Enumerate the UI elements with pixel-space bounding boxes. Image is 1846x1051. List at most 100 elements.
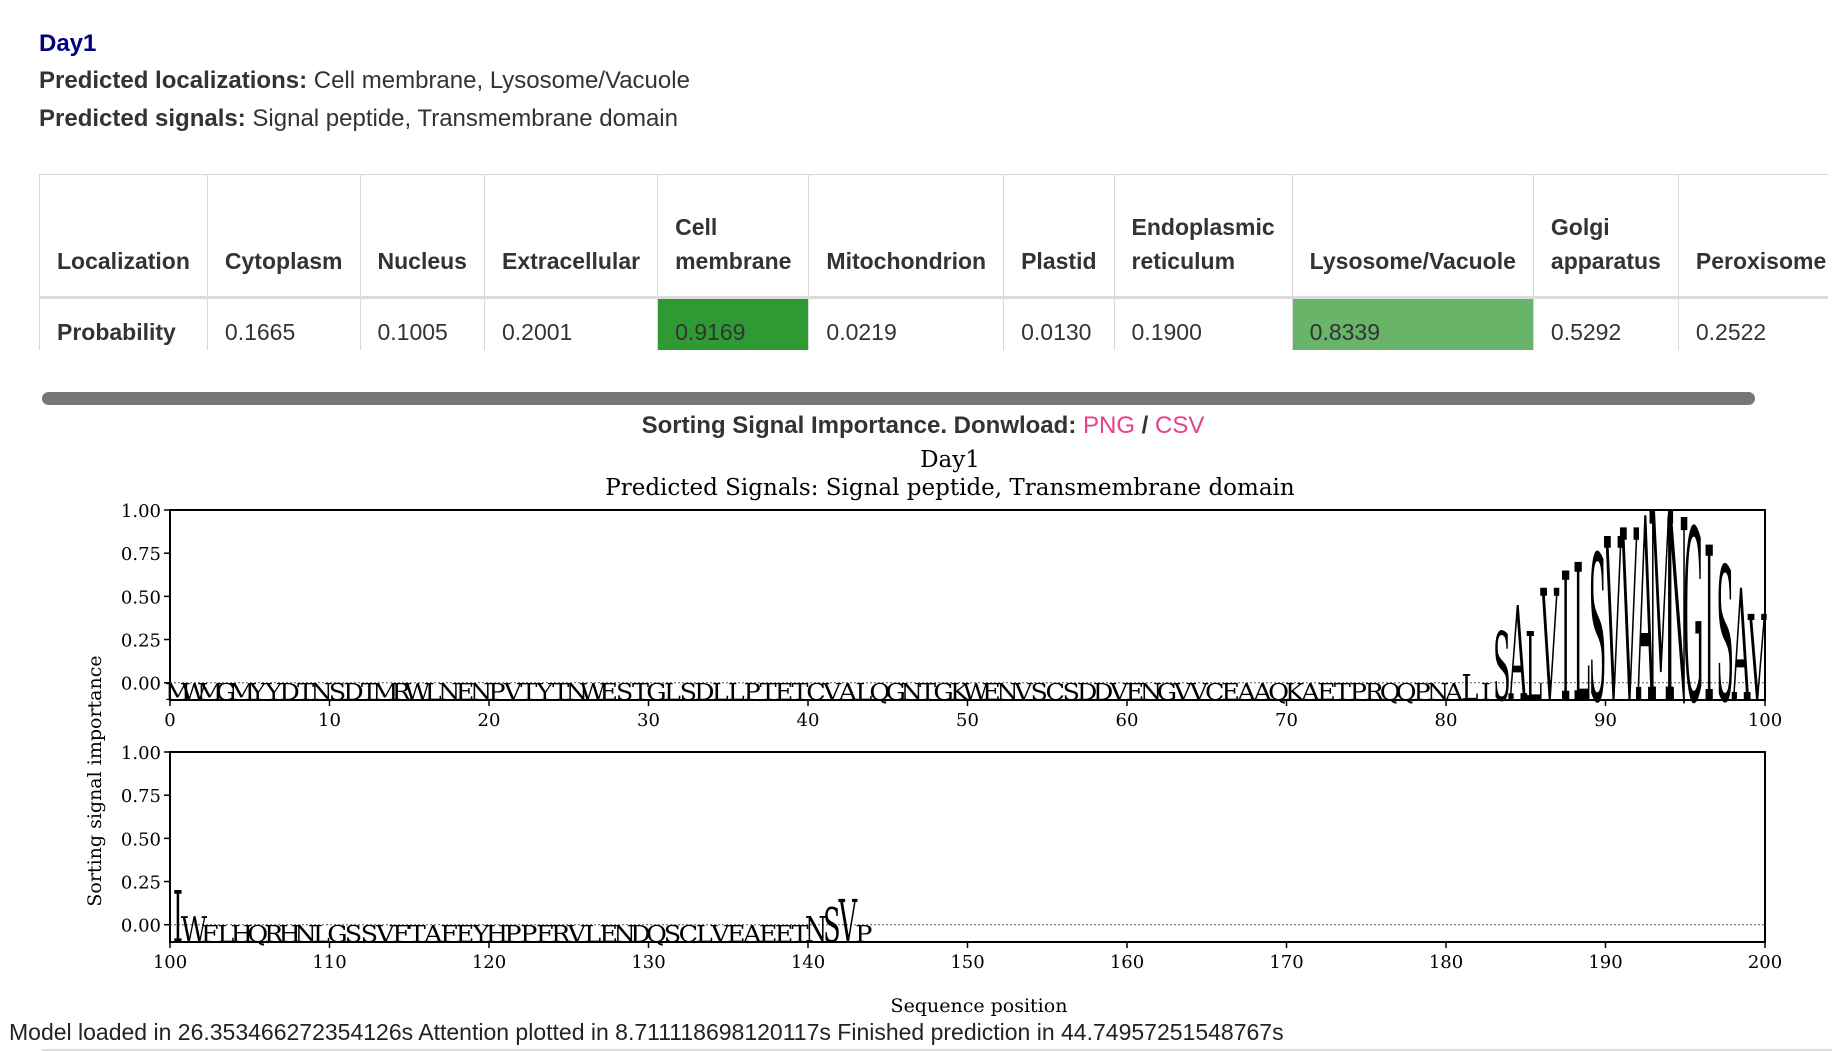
horizontal-scrollbar[interactable] bbox=[42, 392, 1755, 405]
table-col-header-line: Nucleus bbox=[377, 248, 467, 274]
x-tick-label: 100 bbox=[1748, 710, 1782, 731]
logo-letter: L bbox=[425, 678, 442, 706]
table-cell-probability: 0.0219 bbox=[808, 297, 1005, 350]
x-tick-label: 140 bbox=[791, 952, 825, 973]
logo-letter: A bbox=[1636, 466, 1655, 760]
table-cell-probability: 0.5292 bbox=[1532, 297, 1679, 350]
download-separator: / bbox=[1141, 412, 1149, 439]
x-tick-label: 160 bbox=[1110, 952, 1144, 973]
download-csv-link[interactable]: CSV bbox=[1155, 412, 1205, 439]
logo-letter: L bbox=[1573, 525, 1590, 745]
logo-letter: L bbox=[584, 920, 601, 948]
logo-letter: I bbox=[173, 875, 183, 959]
logo-letter: V bbox=[838, 887, 858, 956]
x-tick-label: 150 bbox=[950, 952, 984, 973]
table-col-header-line: Mitochondrion bbox=[826, 248, 987, 274]
logo-letter: T bbox=[1334, 678, 1352, 706]
x-tick-label: 130 bbox=[631, 952, 665, 973]
logo-letter: A bbox=[423, 920, 444, 948]
logo-letter: N bbox=[1140, 678, 1162, 706]
predicted-signals: Predicted signals: Signal peptide, Trans… bbox=[39, 105, 678, 133]
logo-letter: V bbox=[1604, 491, 1623, 754]
logo-letter: S bbox=[1589, 513, 1606, 747]
logo-letter: S bbox=[616, 678, 633, 706]
logo-letter: S bbox=[345, 920, 362, 948]
logo-letter: L bbox=[1461, 668, 1478, 709]
table-col-header-line: Extracellular bbox=[501, 248, 641, 274]
logo-letter: T bbox=[919, 678, 937, 706]
logo-letter: N bbox=[805, 910, 827, 951]
logo-letter: L bbox=[1525, 614, 1542, 723]
logo-letter: D bbox=[630, 920, 650, 948]
table-cell-probability: 0.1900 bbox=[1113, 297, 1293, 350]
y-tick-label: 0.25 bbox=[121, 631, 161, 652]
table-col-header: Cytoplasm bbox=[206, 174, 361, 299]
logo-letter: N bbox=[566, 678, 588, 706]
probability-table-container[interactable]: Localization Cytoplasm Nucleus Extracellul… bbox=[39, 174, 1828, 350]
bottom-divider bbox=[42, 1049, 1832, 1051]
logo-letter: D bbox=[279, 678, 299, 706]
table-header-row: Localization Cytoplasm Nucleus Extracellul… bbox=[39, 174, 1828, 299]
table-col-header: Golgi apparatus bbox=[1532, 174, 1679, 299]
probability-table: Localization Cytoplasm Nucleus Extracellul… bbox=[39, 174, 1828, 350]
logo-letter: S bbox=[1716, 530, 1733, 744]
x-tick-label: 60 bbox=[1116, 710, 1139, 731]
logo-letter: V bbox=[566, 920, 587, 948]
logo-letter: E bbox=[775, 920, 794, 948]
x-axis-label: Sequence position bbox=[891, 995, 1068, 1017]
table-col-header: Cell membrane bbox=[657, 174, 810, 299]
y-tick-label: 0.00 bbox=[121, 916, 161, 937]
logo-letter: L bbox=[712, 678, 729, 706]
logo-letter: S bbox=[823, 898, 840, 953]
x-tick-label: 40 bbox=[797, 710, 820, 731]
logo-letter: P bbox=[1413, 678, 1430, 706]
signals-value: Signal peptide, Transmembrane domain bbox=[252, 105, 678, 132]
download-label: Sorting Signal Importance. Donwload: bbox=[641, 412, 1077, 439]
logo-letter: V bbox=[1189, 678, 1210, 706]
logo-letter: F bbox=[201, 920, 219, 948]
logo-letter: E bbox=[775, 678, 794, 706]
download-png-link[interactable]: PNG bbox=[1082, 412, 1135, 439]
x-tick-label: 50 bbox=[956, 710, 979, 731]
logo-letter: V bbox=[503, 678, 524, 706]
table-col-header: Plastid bbox=[1003, 174, 1115, 299]
logo-letter: S bbox=[1031, 678, 1048, 706]
logo-letter: L bbox=[855, 678, 872, 706]
logo-letter: S bbox=[1062, 678, 1079, 706]
logo-letter: S bbox=[1493, 614, 1510, 723]
logo-letter: F bbox=[392, 920, 410, 948]
logo-letter: A bbox=[1300, 678, 1321, 706]
x-tick-label: 90 bbox=[1594, 710, 1617, 731]
logo-letter: S bbox=[664, 920, 681, 948]
signals-label: Predicted signals: bbox=[39, 105, 246, 132]
logo-letter: T bbox=[409, 920, 427, 948]
logo-letter: T bbox=[297, 678, 315, 706]
y-tick-label: 1.00 bbox=[121, 501, 161, 522]
logo-letter: L bbox=[313, 920, 330, 948]
logo-letter: S bbox=[361, 920, 378, 948]
logo-letter: N bbox=[310, 678, 332, 706]
table-col-header: Nucleus bbox=[359, 174, 485, 299]
logo-letter: W bbox=[181, 910, 207, 951]
logo-letter: N bbox=[1666, 468, 1688, 761]
logo-letter: T bbox=[520, 678, 538, 706]
table-col-header-line: Golgi bbox=[1550, 214, 1610, 240]
logo-letter: W bbox=[580, 678, 607, 706]
x-tick-label: 30 bbox=[637, 710, 660, 731]
logo-letter: K bbox=[950, 678, 970, 706]
y-tick-label: 0.50 bbox=[121, 829, 161, 850]
logo-letter: G bbox=[1683, 481, 1703, 757]
x-tick-label: 110 bbox=[312, 952, 346, 973]
logo-letter: G bbox=[216, 678, 236, 706]
logo-letter: M bbox=[372, 678, 398, 706]
logo-letter: A bbox=[742, 920, 763, 948]
logo-letter: T bbox=[792, 920, 810, 948]
table-col-header-line: Plastid bbox=[1021, 248, 1097, 274]
logo-letter: M bbox=[1648, 458, 1674, 762]
logo-letter: V bbox=[1109, 678, 1130, 706]
table-col-header-line: apparatus bbox=[1550, 248, 1661, 274]
chart-title: Day1 bbox=[920, 447, 980, 473]
logo-letter: Q bbox=[1380, 678, 1401, 706]
logo-letter: D bbox=[694, 678, 714, 706]
logo-letter: E bbox=[456, 678, 475, 706]
